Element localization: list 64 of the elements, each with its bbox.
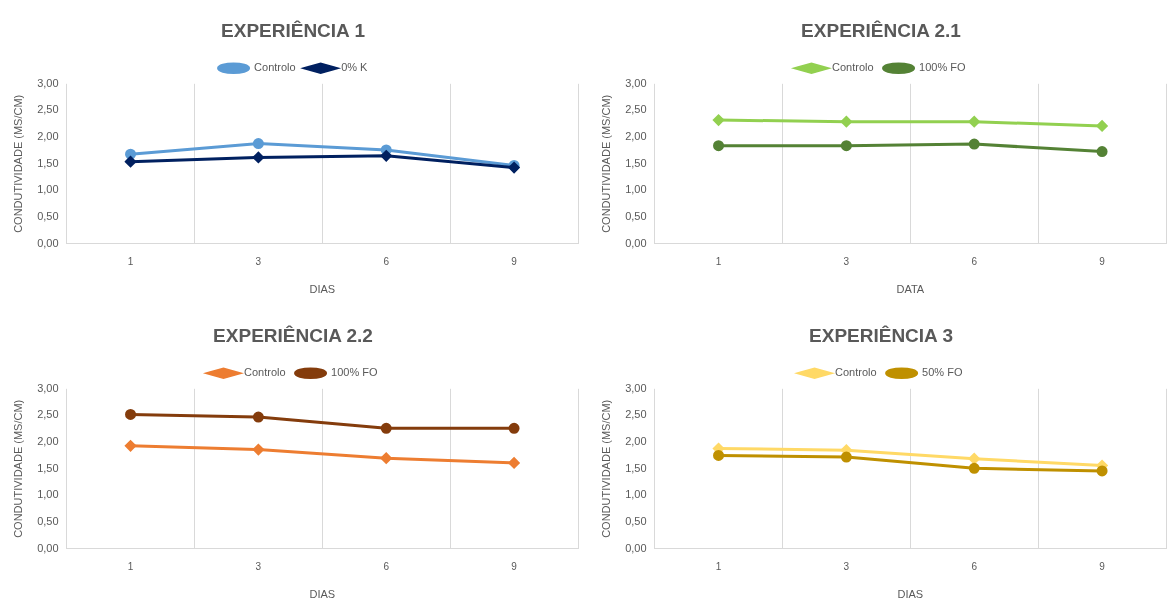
x-tick-label: 1 [127,560,134,572]
y-axis-title: CONDUTIVIDADE (MS/CM) [599,399,612,538]
x-axis-title: DIAS [309,588,336,601]
chart-title: EXPERIÊNCIA 3 [809,324,953,346]
x-tick-label: 9 [1099,255,1106,267]
y-tick-label: 3,00 [37,76,59,89]
y-tick-label: 0,00 [625,541,647,554]
x-tick-label: 6 [383,255,390,267]
x-tick-label: 3 [255,255,262,267]
y-tick-label: 2,00 [625,435,647,448]
legend-label: 0% K [341,61,369,74]
x-tick-label: 9 [511,255,518,267]
legend-label: Controlo [254,61,296,74]
chart-title: EXPERIÊNCIA 2.1 [801,19,962,41]
x-tick-label: 3 [843,255,850,267]
y-tick-label: 2,50 [625,103,647,116]
x-axis-title: DIAS [309,283,336,296]
x-axis-title: DATA [896,283,925,296]
y-tick-label: 1,50 [37,461,59,474]
legend-label: 100% FO [919,61,966,74]
y-tick-label: 2,00 [37,435,59,448]
x-tick-label: 3 [843,560,850,572]
x-tick-label: 1 [127,255,134,267]
legend-label: Controlo [831,61,874,74]
x-tick-label: 6 [971,255,978,267]
x-tick-label: 6 [383,560,390,572]
y-tick-label: 2,50 [625,408,647,421]
y-tick-label: 0,50 [37,210,59,223]
legend-label: Controlo [835,366,877,379]
x-tick-label: 6 [971,560,978,572]
y-tick-label: 3,00 [625,381,647,394]
y-tick-label: 1,00 [625,183,647,196]
y-tick-label: 0,00 [625,236,647,249]
x-tick-label: 1 [715,255,722,267]
chart-title: EXPERIÊNCIA 1 [221,19,366,41]
y-tick-label: 3,00 [37,381,59,394]
x-tick-label: 9 [511,560,518,572]
x-tick-label: 9 [1099,560,1106,572]
y-axis-title: CONDUTIVIDADE (MS/CM) [11,399,24,538]
x-tick-label: 3 [255,560,262,572]
y-tick-label: 0,50 [625,210,647,223]
y-tick-label: 1,00 [625,488,647,501]
y-tick-label: 1,50 [625,156,647,169]
y-tick-label: 1,50 [625,461,647,474]
y-axis-title: CONDUTIVIDADE (MS/CM) [11,94,24,233]
legend-label: 50% FO [922,366,963,379]
y-tick-label: 1,00 [37,488,59,501]
y-tick-label: 0,50 [37,515,59,528]
y-tick-label: 1,50 [37,156,59,169]
y-axis-title: CONDUTIVIDADE (MS/CM) [599,94,612,233]
y-tick-label: 0,00 [37,236,59,249]
y-tick-label: 2,00 [625,130,647,143]
chart-title: EXPERIÊNCIA 2.2 [213,324,373,346]
legend-label: Controlo [243,366,286,379]
x-axis-title: DIAS [897,588,924,601]
y-tick-label: 0,50 [625,515,647,528]
y-tick-label: 2,00 [37,130,59,143]
y-tick-label: 2,50 [37,408,59,421]
y-tick-label: 1,00 [37,183,59,196]
legend-label: 100% FO [331,366,378,379]
y-tick-label: 0,00 [37,541,59,554]
y-tick-label: 2,50 [37,103,59,116]
y-tick-label: 3,00 [625,76,647,89]
x-tick-label: 1 [715,560,722,572]
